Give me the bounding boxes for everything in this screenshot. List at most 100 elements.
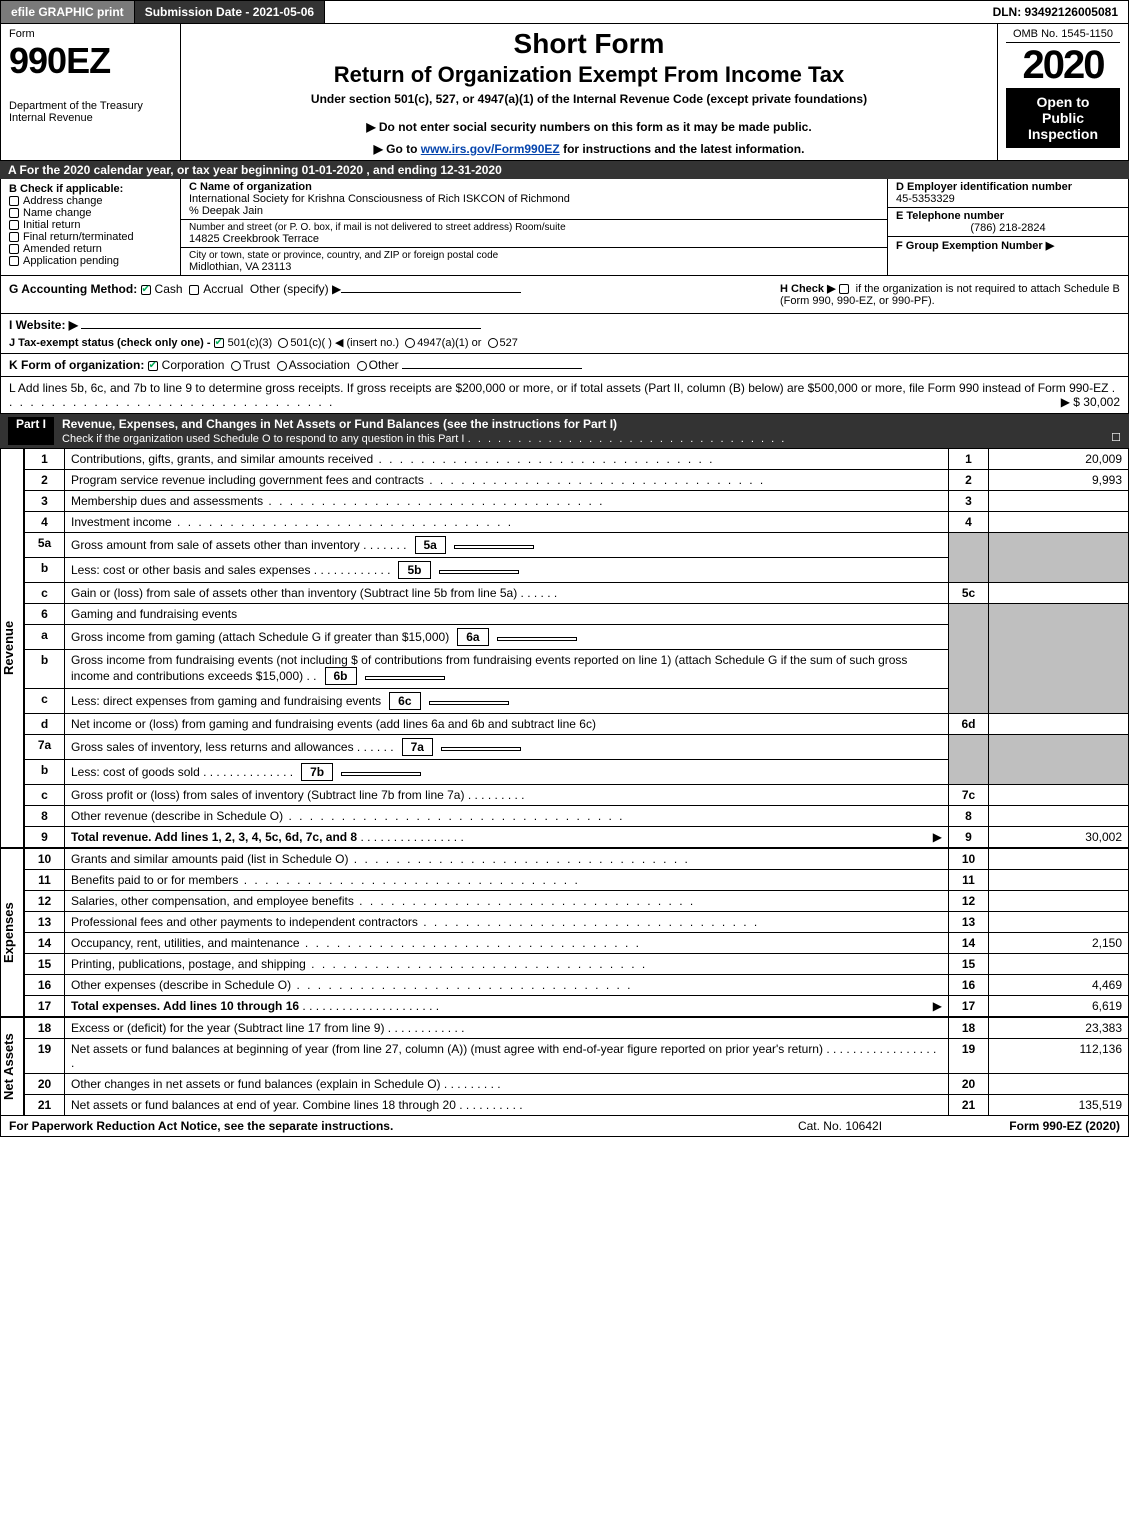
line-4: 4Investment income4 bbox=[25, 512, 1129, 533]
website-input[interactable] bbox=[81, 328, 481, 329]
rad-assoc[interactable] bbox=[277, 361, 287, 371]
col-b: B Check if applicable: Address change Na… bbox=[1, 179, 181, 275]
lbl-corp: Corporation bbox=[162, 358, 225, 372]
lbl-cash: Cash bbox=[155, 282, 183, 296]
expenses-wrap: Expenses 10Grants and similar amounts pa… bbox=[0, 848, 1129, 1017]
ein-value: 45-5353329 bbox=[896, 193, 1120, 205]
line-15-desc: Printing, publications, postage, and shi… bbox=[71, 957, 306, 971]
rad-527[interactable] bbox=[488, 338, 498, 348]
chk-cash[interactable] bbox=[141, 285, 151, 295]
c-name-block: C Name of organization International Soc… bbox=[181, 179, 887, 220]
line-5a-desc: Gross amount from sale of assets other t… bbox=[71, 538, 360, 552]
lbl-501c3: 501(c)(3) bbox=[228, 337, 273, 349]
line-16-desc: Other expenses (describe in Schedule O) bbox=[71, 978, 291, 992]
open-line2: Public bbox=[1010, 110, 1116, 126]
rad-501c[interactable] bbox=[278, 338, 288, 348]
line-6b-desc: Gross income from fundraising events (no… bbox=[71, 653, 907, 683]
line-5c-desc: Gain or (loss) from sale of assets other… bbox=[71, 586, 517, 600]
chk-name[interactable]: Name change bbox=[9, 207, 172, 219]
rad-trust[interactable] bbox=[231, 361, 241, 371]
tax-year: 2020 bbox=[1006, 43, 1120, 88]
i-line: I Website: ▶ bbox=[9, 318, 1120, 332]
part1-title-block: Revenue, Expenses, and Changes in Net As… bbox=[62, 417, 1121, 445]
line-3: 3Membership dues and assessments3 bbox=[25, 491, 1129, 512]
line-3-desc: Membership dues and assessments bbox=[71, 494, 263, 508]
line-6d-desc: Net income or (loss) from gaming and fun… bbox=[65, 714, 949, 735]
title-short-form: Short Form bbox=[189, 28, 989, 60]
line-11-amt bbox=[989, 870, 1129, 891]
box-6a: 6a bbox=[457, 628, 488, 646]
col-d-e-f: D Employer identification number 45-5353… bbox=[888, 179, 1128, 275]
header-center: Short Form Return of Organization Exempt… bbox=[181, 24, 998, 160]
c-label: C Name of organization bbox=[189, 181, 879, 193]
line-19-amt: 112,136 bbox=[989, 1039, 1129, 1074]
irs-link[interactable]: www.irs.gov/Form990EZ bbox=[421, 142, 560, 156]
revenue-side-label: Revenue bbox=[0, 448, 24, 848]
chk-final[interactable]: Final return/terminated bbox=[9, 231, 172, 243]
section-b-c-d: B Check if applicable: Address change Na… bbox=[0, 179, 1129, 276]
lbl-amended: Amended return bbox=[23, 243, 102, 255]
line-15-amt bbox=[989, 954, 1129, 975]
header-right: OMB No. 1545-1150 2020 Open to Public In… bbox=[998, 24, 1128, 160]
line-3-amt bbox=[989, 491, 1129, 512]
line-8-amt bbox=[989, 806, 1129, 827]
footer-left: For Paperwork Reduction Act Notice, see … bbox=[9, 1119, 740, 1133]
chk-initial[interactable]: Initial return bbox=[9, 219, 172, 231]
box-5a: 5a bbox=[415, 536, 446, 554]
lbl-other: Other bbox=[369, 358, 399, 372]
section-i-j: I Website: ▶ J Tax-exempt status (check … bbox=[0, 314, 1129, 354]
lbl-initial: Initial return bbox=[23, 219, 80, 231]
rad-4947[interactable] bbox=[405, 338, 415, 348]
chk-accrual[interactable] bbox=[189, 285, 199, 295]
k-other-line[interactable] bbox=[402, 368, 582, 369]
line-8: 8Other revenue (describe in Schedule O)8 bbox=[25, 806, 1129, 827]
revenue-wrap: Revenue 1Contributions, gifts, grants, a… bbox=[0, 448, 1129, 848]
omb-number: OMB No. 1545-1150 bbox=[1006, 28, 1120, 43]
h-right: H Check ▶ if the organization is not req… bbox=[780, 282, 1120, 307]
form-number: 990EZ bbox=[9, 40, 172, 82]
line-7c-desc: Gross profit or (loss) from sales of inv… bbox=[71, 788, 464, 802]
lbl-accrual: Accrual bbox=[203, 282, 243, 296]
line-20-desc: Other changes in net assets or fund bala… bbox=[71, 1077, 441, 1091]
lbl-other-specify: Other (specify) ▶ bbox=[250, 282, 341, 296]
lbl-4947: 4947(a)(1) or bbox=[417, 337, 481, 349]
line-17: 17Total expenses. Add lines 10 through 1… bbox=[25, 996, 1129, 1017]
street-value: 14825 Creekbrook Terrace bbox=[189, 233, 879, 245]
chk-501c3[interactable] bbox=[214, 338, 224, 348]
header-left: Form 990EZ Department of the Treasury In… bbox=[1, 24, 181, 160]
lbl-501c: 501(c)( ) ◀ (insert no.) bbox=[290, 337, 399, 349]
other-specify-line[interactable] bbox=[341, 292, 521, 293]
goto-pre: ▶ Go to bbox=[374, 142, 421, 156]
l-amount: ▶ $ 30,002 bbox=[1061, 395, 1120, 409]
line-6c-desc: Less: direct expenses from gaming and fu… bbox=[71, 694, 381, 708]
city-value: Midlothian, VA 23113 bbox=[189, 261, 879, 273]
line-1: 1Contributions, gifts, grants, and simil… bbox=[25, 449, 1129, 470]
part1-label: Part I bbox=[8, 417, 54, 445]
lbl-527: 527 bbox=[500, 337, 518, 349]
line-2-amt: 9,993 bbox=[989, 470, 1129, 491]
chk-amended[interactable]: Amended return bbox=[9, 243, 172, 255]
line-7a: 7aGross sales of inventory, less returns… bbox=[25, 735, 1129, 760]
line-18-desc: Excess or (deficit) for the year (Subtra… bbox=[71, 1021, 384, 1035]
rad-other[interactable] bbox=[357, 361, 367, 371]
line-21: 21Net assets or fund balances at end of … bbox=[25, 1095, 1129, 1116]
g-label: G Accounting Method: bbox=[9, 282, 137, 296]
chk-h[interactable] bbox=[839, 284, 849, 294]
title-return: Return of Organization Exempt From Incom… bbox=[189, 62, 989, 88]
line-14-amt: 2,150 bbox=[989, 933, 1129, 954]
dln-label: DLN: 93492126005081 bbox=[983, 1, 1128, 23]
line-7a-desc: Gross sales of inventory, less returns a… bbox=[71, 740, 354, 754]
k-label: K Form of organization: bbox=[9, 358, 144, 372]
footer-right: Form 990-EZ (2020) bbox=[940, 1119, 1120, 1133]
efile-print-button[interactable]: efile GRAPHIC print bbox=[1, 1, 135, 23]
line-12: 12Salaries, other compensation, and empl… bbox=[25, 891, 1129, 912]
submission-date-button[interactable]: Submission Date - 2021-05-06 bbox=[135, 1, 325, 23]
chk-address[interactable]: Address change bbox=[9, 195, 172, 207]
chk-corp[interactable] bbox=[148, 361, 158, 371]
d-ein-block: D Employer identification number 45-5353… bbox=[888, 179, 1128, 208]
h-label: H Check ▶ bbox=[780, 283, 836, 295]
netassets-wrap: Net Assets 18Excess or (deficit) for the… bbox=[0, 1017, 1129, 1116]
netassets-side-label: Net Assets bbox=[0, 1017, 24, 1116]
chk-pending[interactable]: Application pending bbox=[9, 255, 172, 267]
line-20: 20Other changes in net assets or fund ba… bbox=[25, 1074, 1129, 1095]
